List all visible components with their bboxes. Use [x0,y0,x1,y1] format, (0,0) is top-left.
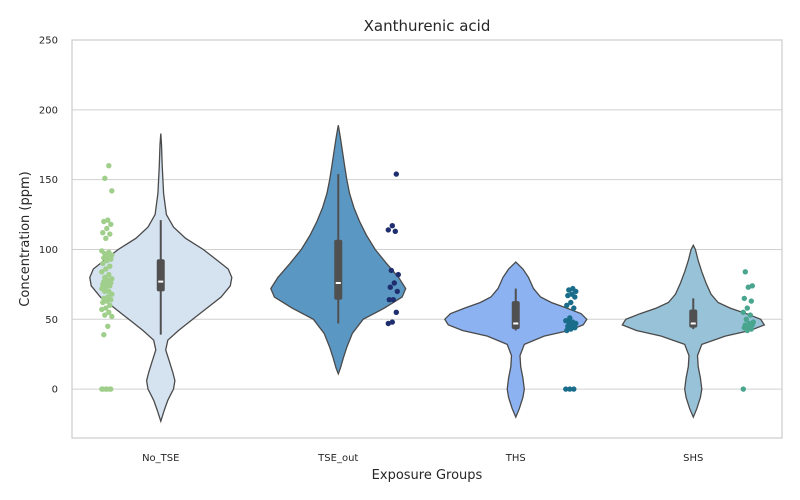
strip-point [102,175,108,181]
violin-median [335,281,341,284]
strip-point [104,225,110,232]
strip-point [390,297,396,303]
strip-point [394,288,400,295]
strip-point [99,248,105,254]
x-tick-label: No_TSE [142,453,179,464]
strip-point [749,283,755,289]
strip-point [109,313,115,320]
strip-point [571,305,577,311]
x-tick-labels: No_TSE TSE_out THS SHS [142,453,703,464]
strip-point [107,263,113,269]
strip-point [389,223,395,229]
strip-point [100,230,106,236]
strip-point [741,295,747,302]
strip-point [107,231,113,237]
strip-point [571,386,577,392]
x-tick-label: SHS [683,453,703,464]
strip-point [385,227,391,233]
strip-point [387,284,393,290]
violin-body [621,243,766,419]
strip-point [103,305,109,311]
strip-point [100,260,106,267]
strip-point [102,312,108,318]
strip-point [564,302,570,308]
violin-iqr-box [511,301,520,330]
strip-point [392,228,398,234]
strip-point [395,271,401,278]
strip-point [567,315,573,321]
strip-point [744,305,750,311]
strip-point [106,163,112,169]
y-axis-label: Concentration (ppm) [18,171,33,306]
y-tick-label: 100 [39,245,58,256]
x-tick-label: THS [505,453,526,464]
violins [89,125,766,424]
strip-point [563,318,569,324]
y-tick-labels: 0 50 100 150 200 250 [39,36,58,396]
strip-point [105,294,111,300]
strip-point [740,309,746,315]
strip-point [742,269,748,275]
strip-point [393,171,399,177]
strip-point [106,288,112,295]
strip-point [108,221,114,227]
strip-point [750,319,756,325]
strip-point [102,274,108,281]
y-tick-label: 0 [52,385,58,396]
violin-iqr-box [334,239,343,300]
strip-point [740,386,746,392]
strip-point [569,291,575,297]
strip-point [386,297,392,303]
violin-median [690,322,696,325]
strip-point [563,386,569,392]
strip-point [567,386,573,392]
strip-point [106,309,112,315]
violin-median [158,280,164,283]
x-tick-label: TSE_out [317,453,358,464]
y-tick-label: 250 [39,36,58,47]
strip-point [391,280,397,286]
strip-point [109,188,115,194]
violin-group-shs [621,243,766,419]
strip-point [108,386,114,392]
y-tick-label: 150 [39,175,58,186]
violin-group-ths [443,261,588,419]
violin-iqr-box [689,309,698,328]
strip-point [109,276,115,282]
violin-iqr-box [156,259,165,292]
y-tick-label: 200 [39,105,58,116]
strip-point [393,309,399,315]
strip-point [107,302,113,308]
strip-point [106,271,112,278]
plot-frame [71,39,783,439]
strip-point [748,298,754,304]
strip-point [105,323,111,329]
strip-point [568,299,574,306]
violin-body [443,261,588,419]
strip-point [104,386,110,392]
violin-median [513,322,519,325]
x-axis-label: Exposure Groups [372,468,483,483]
violin-group-tse_out [270,125,407,376]
strip-point [570,319,576,325]
strip-point [100,386,106,392]
y-tick-label: 50 [45,315,58,326]
strip-point [743,316,749,322]
strip-point [105,217,111,223]
chart-title: Xanthurenic acid [364,17,491,35]
violin-group-no_tse [89,133,233,424]
strip-point [388,267,394,274]
strip-point [570,285,576,292]
strip-point [101,332,107,338]
strip-point [103,235,109,241]
strip-point [389,319,395,325]
strip-point [747,312,753,318]
strip-point [106,249,112,255]
strip-point [99,269,105,275]
strip-point [103,266,109,272]
